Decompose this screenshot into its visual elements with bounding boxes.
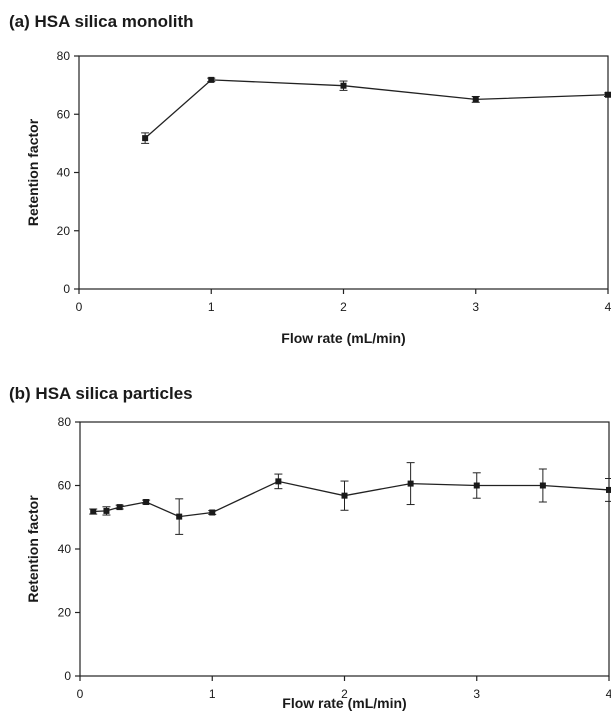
chart-b-data-point — [103, 507, 110, 514]
chart-a-x-axis-title: Flow rate (mL/min) — [281, 330, 405, 346]
chart-a-title: (a) HSA silica monolith — [9, 12, 194, 31]
chart-b-data-point — [116, 504, 123, 511]
chart-b-data-point — [176, 513, 183, 520]
chart-a-data-point — [472, 96, 479, 103]
chart-a-data-point — [142, 135, 149, 142]
chart-b-ytick-label: 0 — [64, 669, 71, 683]
chart-b-title: (b) HSA silica particles — [9, 384, 193, 403]
chart-b-ytick-label: 20 — [58, 606, 72, 620]
chart-a-xtick-label: 4 — [605, 300, 611, 314]
chart-b-data-point — [209, 509, 216, 516]
chart-b-xtick-label: 3 — [473, 687, 480, 701]
chart-b-ytick-label: 60 — [58, 479, 72, 493]
chart-a-y-axis-title: Retention factor — [25, 118, 41, 226]
chart-b-data-point — [539, 482, 546, 489]
chart-a-xtick-label: 3 — [472, 300, 479, 314]
chart-b-data-point — [407, 480, 414, 487]
chart-b-ytick-label: 40 — [58, 542, 72, 556]
chart-b-xtick-label: 4 — [606, 687, 611, 701]
chart-a-ytick-label: 80 — [57, 49, 71, 63]
chart-b-data-point — [90, 508, 97, 515]
chart-a-xtick-label: 0 — [76, 300, 83, 314]
chart-b-x-axis-title: Flow rate (mL/min) — [282, 695, 406, 711]
chart-b-data-point — [143, 499, 150, 506]
chart-a-ytick-label: 0 — [63, 282, 70, 296]
chart-b-plot-frame — [79, 421, 610, 677]
chart-b-data-point — [275, 478, 282, 485]
chart-a-data-point — [208, 76, 215, 83]
chart-b-data-point — [473, 482, 480, 489]
chart-b-xtick-label: 1 — [209, 687, 216, 701]
chart-b-data-point — [341, 492, 348, 499]
chart-b-data-point — [606, 486, 611, 493]
chart-a-xtick-label: 2 — [340, 300, 347, 314]
chart-a-data-point — [605, 91, 611, 98]
chart-a-ytick-label: 20 — [57, 224, 71, 238]
chart-a-xtick-label: 1 — [208, 300, 215, 314]
chart-b-xtick-label: 2 — [341, 687, 348, 701]
chart-b-xtick-label: 0 — [77, 687, 84, 701]
chart-b-series-line — [93, 480, 610, 518]
chart-a-ytick-label: 40 — [57, 166, 71, 180]
chart-b-ytick-label: 80 — [58, 415, 72, 429]
chart-a-data-point — [340, 82, 347, 89]
chart-a-ytick-label: 60 — [57, 107, 71, 121]
chart-b-y-axis-title: Retention factor — [25, 495, 41, 603]
